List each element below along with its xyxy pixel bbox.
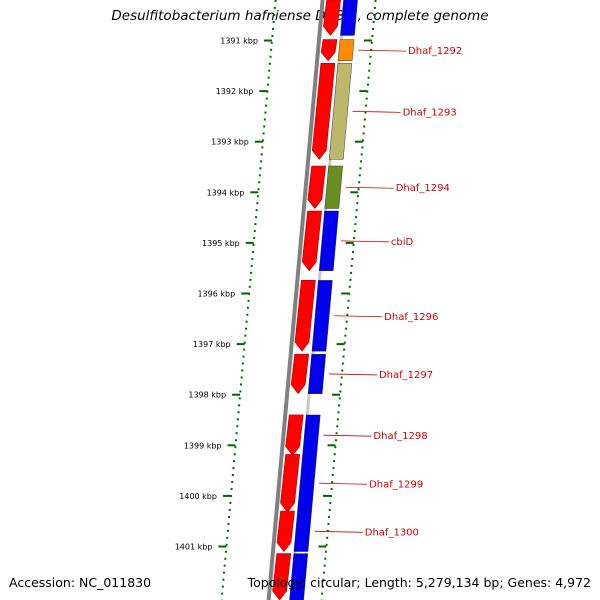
category-block (340, 0, 358, 36)
cds-arrow (320, 39, 338, 62)
category-block (337, 39, 355, 61)
gene-leader-line (345, 186, 394, 189)
scale-ticks: 1391 kbp 1392 kbp 1393 kbp 1394 kbp 1395 kbp… (175, 37, 372, 552)
gene-label[interactable]: Dhaf_1298 (373, 431, 427, 442)
cds-arrow (290, 353, 310, 395)
scale-tick-label: 1393 kbp (211, 138, 249, 147)
gene-label[interactable]: cbiD (391, 237, 414, 248)
genome-title: Desulfitobacterium hafniense DCB-2, comp… (111, 8, 489, 24)
cds-arrow (323, 0, 341, 36)
category-block (311, 280, 333, 352)
scale-tick-label: 1396 kbp (197, 290, 235, 299)
scale-tick-label: 1395 kbp (202, 239, 240, 248)
gene-label[interactable]: Dhaf_1297 (379, 370, 433, 381)
cds-arrow (301, 210, 322, 272)
scale-tick-label: 1399 kbp (184, 441, 222, 450)
gene-label[interactable]: Dhaf_1294 (396, 183, 450, 194)
cds-arrow (294, 280, 316, 352)
scale-tick-label: 1392 kbp (216, 87, 254, 96)
category-block (297, 454, 317, 513)
category-block (289, 553, 308, 600)
cds-arrow (307, 165, 326, 209)
scale-dotted-lines (220, 0, 377, 600)
scale-tick-label: 1391 kbp (220, 37, 258, 46)
gene-label[interactable]: Dhaf_1292 (408, 46, 462, 57)
gene-leader-line (334, 315, 383, 318)
gene-label[interactable]: Dhaf_1299 (369, 479, 423, 490)
genome-summary-label: Topology: circular; Length: 5,279,134 bp… (247, 575, 591, 590)
scale-line-left (220, 0, 277, 600)
gene-label[interactable]: Dhaf_1296 (384, 312, 438, 323)
gene-leader-line (319, 482, 368, 485)
gene-leader-line (328, 373, 377, 376)
category-block (307, 354, 326, 394)
gene-leader-line (323, 434, 372, 437)
accession-label: Accession: NC_011830 (9, 575, 152, 590)
cds-arrow (311, 62, 336, 160)
cds-arrow (280, 454, 301, 513)
gene-leader-line (340, 240, 389, 243)
category-block (329, 63, 353, 160)
category-block (293, 510, 312, 552)
gene-leader-line (314, 530, 363, 533)
scale-tick-label: 1394 kbp (207, 188, 245, 197)
category-block (324, 165, 343, 209)
scale-line-right (320, 0, 377, 600)
backbone-strand-outer (266, 0, 325, 600)
category-block (319, 210, 339, 271)
gene-label[interactable]: Dhaf_1300 (365, 527, 419, 538)
gene-label[interactable]: Dhaf_1293 (403, 107, 457, 118)
gene-leader-line (352, 110, 401, 113)
scale-tick-label: 1397 kbp (193, 340, 231, 349)
gene-features: Dhaf_1292 Dhaf_1293 Dhaf_1294 cbiD Dhaf_1296… (272, 0, 462, 600)
scale-tick-label: 1401 kbp (175, 543, 213, 552)
gene-leader-line (358, 49, 407, 52)
cds-arrow (285, 414, 304, 456)
cds-arrow (272, 553, 292, 600)
cds-arrow (276, 510, 295, 553)
scale-tick-label: 1398 kbp (188, 391, 226, 400)
scale-tick-label: 1400 kbp (179, 492, 217, 501)
